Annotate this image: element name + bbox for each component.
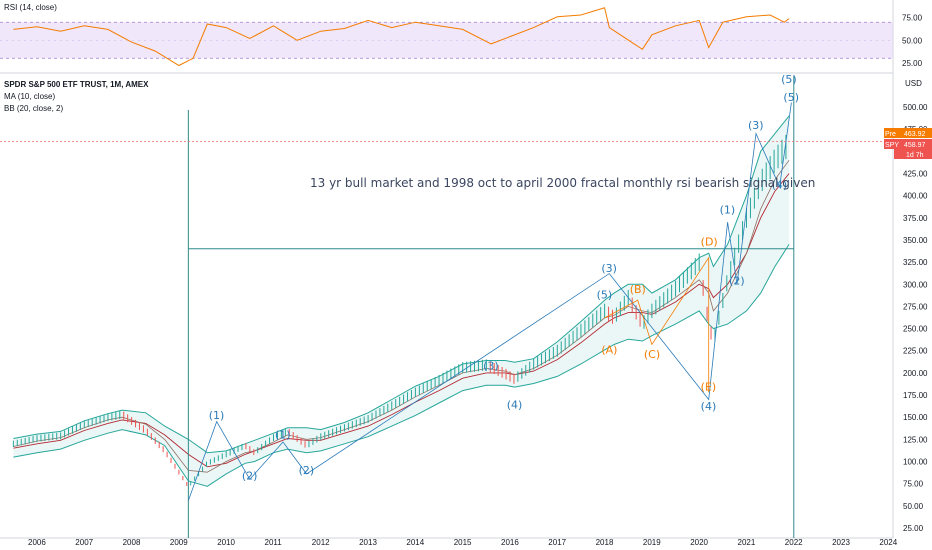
price-bars xyxy=(12,134,787,486)
wave-label: (5) xyxy=(781,73,797,86)
year-tick-label: 2015 xyxy=(454,538,472,547)
price-tick-label: 400.00 xyxy=(903,192,928,201)
rsi-tick-label: 75.00 xyxy=(902,14,923,23)
price-tick-label: 375.00 xyxy=(903,214,928,223)
price-tick-label: 25.00 xyxy=(903,524,924,533)
year-tick-label: 2014 xyxy=(406,538,424,547)
price-tick-label: 425.00 xyxy=(903,169,928,178)
symbol-legend[interactable]: SPDR S&P 500 ETF TRUST, 1M, AMEX xyxy=(4,80,149,89)
price-tick-label: 225.00 xyxy=(903,347,928,356)
spy-value: 458.97 xyxy=(904,142,926,149)
wave-label: (2) xyxy=(242,469,258,482)
wave-label: (A) xyxy=(601,343,617,356)
wave-label: (4) xyxy=(701,400,717,413)
year-tick-label: 2024 xyxy=(879,538,897,547)
spy-value-badge xyxy=(894,139,932,159)
price-tick-label: 50.00 xyxy=(903,502,924,511)
wave-label: (3) xyxy=(601,262,617,275)
rsi-legend[interactable]: RSI (14, close) xyxy=(4,3,57,12)
price-tick-label: 175.00 xyxy=(903,391,928,400)
pre-label: Pre xyxy=(885,131,896,138)
price-tick-label: 150.00 xyxy=(903,413,928,422)
wave-label: (2) xyxy=(299,464,315,477)
wave-label: (1) xyxy=(209,409,225,422)
ma-legend[interactable]: MA (10, close) xyxy=(4,92,56,101)
year-tick-label: 2013 xyxy=(359,538,377,547)
year-tick-label: 2023 xyxy=(832,538,850,547)
year-tick-label: 2020 xyxy=(690,538,708,547)
spy-label: SPY xyxy=(885,142,899,149)
wave-label: (1) xyxy=(720,203,736,216)
year-tick-label: 2021 xyxy=(738,538,756,547)
price-tick-label: 125.00 xyxy=(903,435,928,444)
rsi-tick-label: 50.00 xyxy=(902,36,923,45)
price-tick-label: 100.00 xyxy=(903,458,928,467)
year-tick-label: 2012 xyxy=(312,538,330,547)
wave-label: (B) xyxy=(630,283,646,296)
bb-legend[interactable]: BB (20, close, 2) xyxy=(4,104,64,113)
year-tick-label: 2010 xyxy=(217,538,235,547)
year-tick-label: 2016 xyxy=(501,538,519,547)
year-tick-label: 2011 xyxy=(265,538,283,547)
year-tick-label: 2007 xyxy=(75,538,93,547)
price-tick-label: 250.00 xyxy=(903,325,928,334)
price-tick-label: 500.00 xyxy=(903,103,928,112)
year-tick-label: 2009 xyxy=(170,538,188,547)
wave-line xyxy=(188,102,792,501)
ma-line xyxy=(13,159,790,473)
wave-label: (2) xyxy=(729,274,745,287)
annotation-text: 13 yr bull market and 1998 oct to april … xyxy=(310,176,815,190)
year-tick-label: 2006 xyxy=(28,538,46,547)
currency-label: USD xyxy=(905,79,922,88)
year-tick-label: 2017 xyxy=(548,538,566,547)
spy-label-badge xyxy=(884,139,894,149)
wave-label: (E) xyxy=(701,381,717,394)
bb-lower-line xyxy=(13,244,790,487)
wave-label: (5) xyxy=(597,288,613,301)
wave-label: (5) xyxy=(783,91,799,104)
wave-label: (3) xyxy=(483,359,499,372)
price-tick-label: 350.00 xyxy=(903,236,928,245)
wave-label: (1) xyxy=(275,428,291,441)
pre-value-badge xyxy=(894,128,932,138)
wave-label: (C) xyxy=(644,348,660,361)
pre-label-badge xyxy=(884,128,894,138)
bb-basis-line xyxy=(13,173,790,468)
year-tick-label: 2022 xyxy=(785,538,803,547)
wave-label: (D) xyxy=(701,235,718,248)
price-tick-label: 200.00 xyxy=(903,369,928,378)
rsi-line xyxy=(13,7,790,67)
price-tick-label: 325.00 xyxy=(903,258,928,267)
wave-label: (4) xyxy=(772,179,788,192)
bb-fill xyxy=(13,115,790,487)
countdown: 1d 7h xyxy=(906,152,924,159)
wave-line xyxy=(604,256,710,393)
wave-label: (4) xyxy=(507,398,523,411)
year-tick-label: 2018 xyxy=(596,538,614,547)
year-tick-label: 2008 xyxy=(123,538,141,547)
pre-value: 463.92 xyxy=(904,131,926,138)
price-tick-label: 300.00 xyxy=(903,280,928,289)
price-tick-label: 275.00 xyxy=(903,302,928,311)
year-tick-label: 2019 xyxy=(643,538,661,547)
price-tick-label: 75.00 xyxy=(903,480,924,489)
rsi-tick-label: 25.00 xyxy=(902,59,923,68)
wave-label: (3) xyxy=(748,119,764,132)
